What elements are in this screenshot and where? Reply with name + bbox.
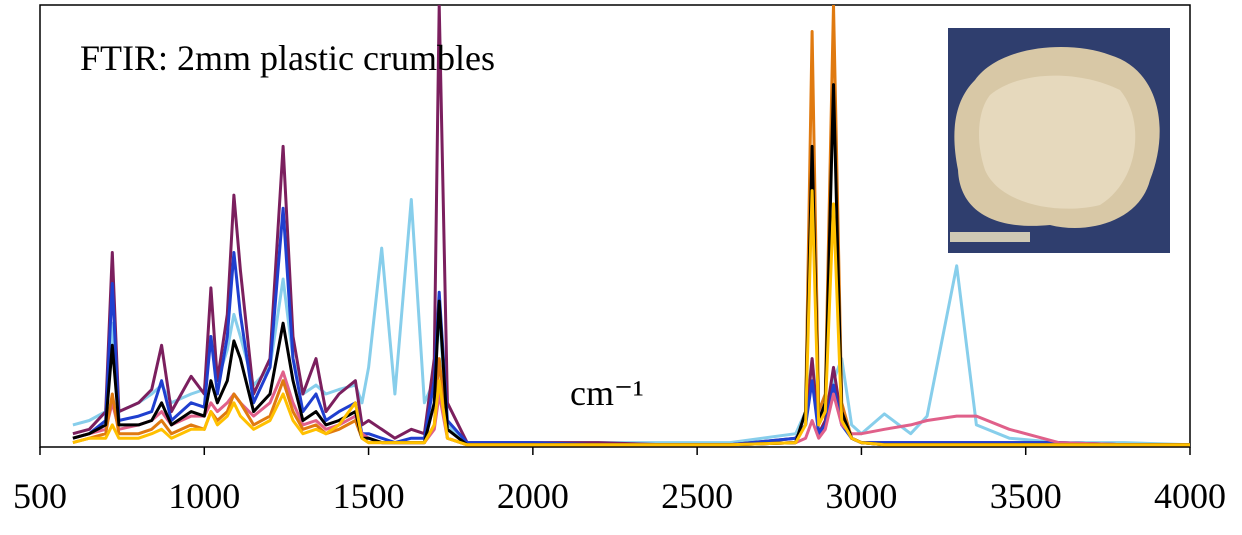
inset-photo xyxy=(948,28,1170,253)
x-tick-label: 1000 xyxy=(168,476,240,516)
x-tick-label: 3500 xyxy=(990,476,1062,516)
x-tick-label: 2500 xyxy=(661,476,733,516)
x-tick-label: 2000 xyxy=(497,476,569,516)
x-axis-label: cm⁻¹ xyxy=(570,373,644,413)
spectrum-line xyxy=(72,189,1190,447)
spectrum-line xyxy=(72,198,1190,447)
x-tick-label: 3000 xyxy=(825,476,897,516)
chart-title: FTIR: 2mm plastic crumbles xyxy=(80,38,495,78)
series-group xyxy=(72,5,1190,447)
x-tick-label: 1500 xyxy=(333,476,405,516)
x-tick-label: 4000 xyxy=(1154,476,1226,516)
x-tick-label: 500 xyxy=(13,476,67,516)
